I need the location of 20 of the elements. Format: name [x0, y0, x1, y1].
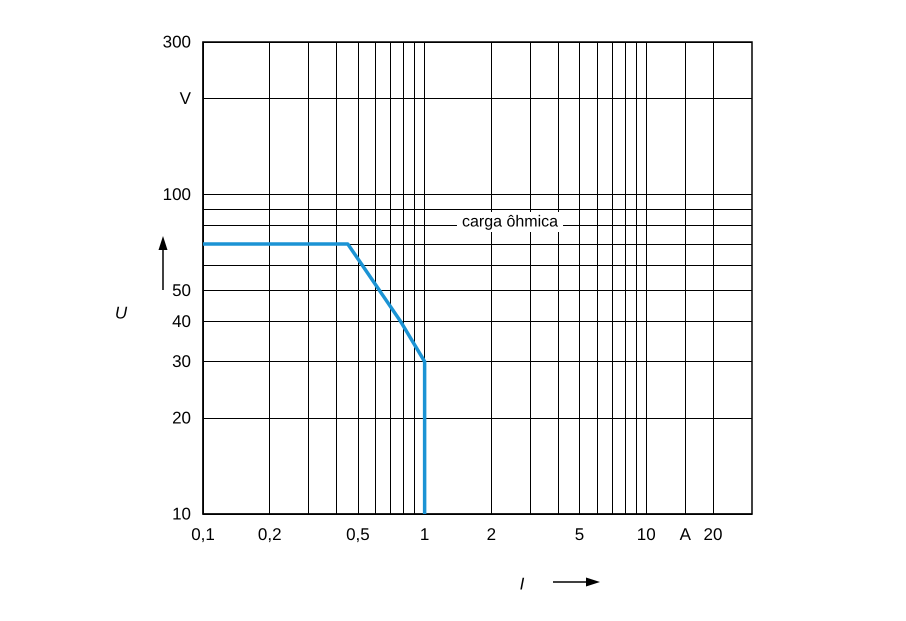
x-tick-label: 0,2: [258, 525, 282, 544]
y-tick-label: 20: [172, 408, 191, 428]
x-tick-label: A: [680, 525, 692, 544]
x-tick-label: 2: [486, 525, 496, 544]
y-tick-label: 50: [172, 281, 191, 300]
y-tick-label: 10: [172, 504, 191, 524]
x-tick-label: 1: [420, 525, 430, 544]
y-tick-label: 300: [162, 32, 191, 52]
y-tick-label: V: [180, 88, 192, 108]
x-tick-label: 0,1: [191, 525, 215, 544]
y-axis-title: U: [114, 304, 128, 322]
x-axis-title: I: [520, 574, 525, 594]
x-tick-label: 20: [704, 525, 722, 544]
y-tick-label: 30: [172, 352, 191, 372]
x-tick-label: 5: [574, 525, 584, 544]
x-tick-label: 10: [636, 525, 656, 544]
x-tick-label: 0,5: [346, 525, 370, 544]
y-tick-label: 100: [162, 184, 191, 204]
annotation: carga ôhmica: [462, 214, 558, 230]
y-tick-label: 40: [172, 312, 191, 332]
